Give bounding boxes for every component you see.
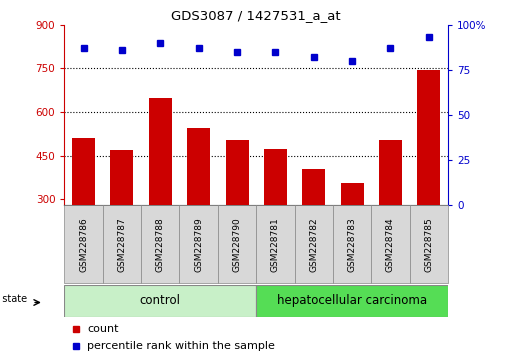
Bar xyxy=(340,183,364,205)
Bar xyxy=(333,205,371,283)
Text: GSM228784: GSM228784 xyxy=(386,217,395,272)
Text: GSM228781: GSM228781 xyxy=(271,217,280,272)
Text: hepatocellular carcinoma: hepatocellular carcinoma xyxy=(277,295,427,307)
Bar xyxy=(149,98,172,205)
Bar xyxy=(256,205,295,283)
Text: GSM228790: GSM228790 xyxy=(233,217,242,272)
Text: GSM228782: GSM228782 xyxy=(310,217,318,272)
Bar xyxy=(64,205,103,283)
Text: GSM228783: GSM228783 xyxy=(348,217,356,272)
Text: count: count xyxy=(88,324,119,333)
Bar xyxy=(187,128,210,205)
Bar xyxy=(417,70,440,205)
Bar xyxy=(180,205,218,283)
Bar xyxy=(264,149,287,205)
Bar xyxy=(379,140,402,205)
Bar xyxy=(256,285,448,317)
Bar xyxy=(218,205,256,283)
Bar xyxy=(72,138,95,205)
Text: disease state: disease state xyxy=(0,294,27,304)
Text: percentile rank within the sample: percentile rank within the sample xyxy=(88,341,276,351)
Bar xyxy=(64,285,256,317)
Text: GSM228787: GSM228787 xyxy=(117,217,126,272)
Bar xyxy=(110,150,133,205)
Bar xyxy=(410,205,448,283)
Bar xyxy=(295,205,333,283)
Text: control: control xyxy=(140,295,181,307)
Bar xyxy=(371,205,410,283)
Bar xyxy=(103,205,141,283)
Text: GSM228788: GSM228788 xyxy=(156,217,165,272)
Text: GSM228786: GSM228786 xyxy=(79,217,88,272)
Bar xyxy=(302,169,325,205)
Bar xyxy=(226,140,249,205)
Text: GSM228789: GSM228789 xyxy=(194,217,203,272)
Title: GDS3087 / 1427531_a_at: GDS3087 / 1427531_a_at xyxy=(171,9,341,22)
Bar xyxy=(141,205,180,283)
Text: GSM228785: GSM228785 xyxy=(424,217,433,272)
